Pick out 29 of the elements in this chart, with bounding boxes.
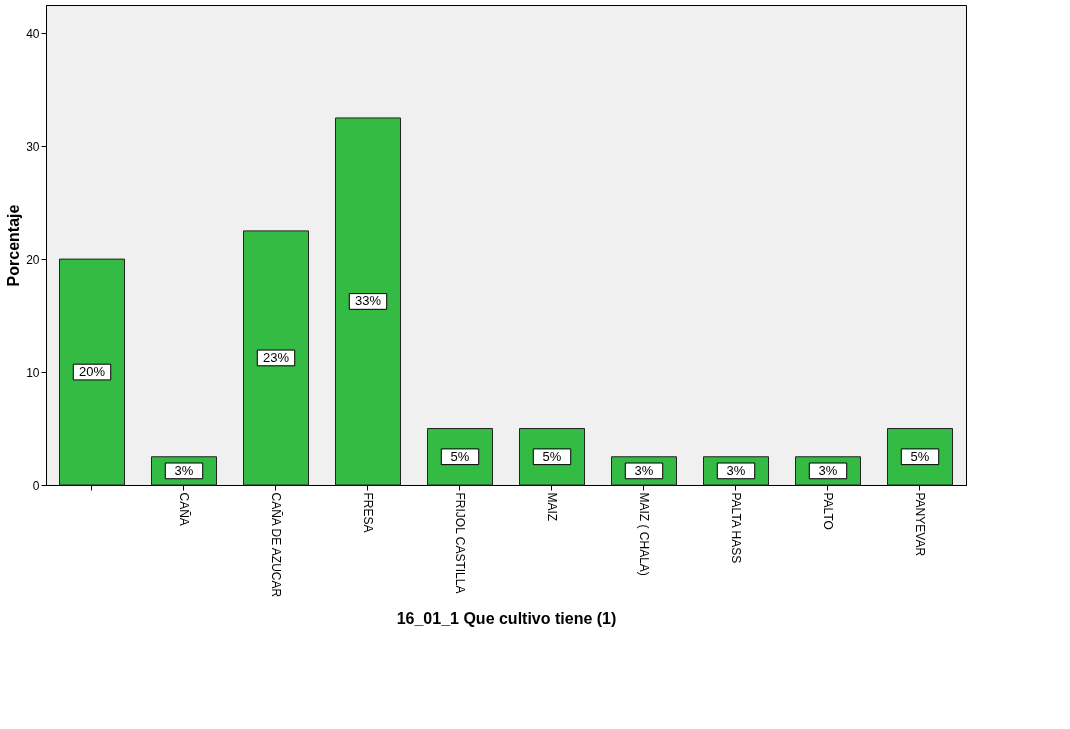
- bar: [59, 258, 125, 486]
- x-tick-label: PANYEVAR: [913, 492, 927, 557]
- x-tick-label: MAIZ: [545, 492, 559, 522]
- x-tick-label: FRIJOL CASTILLA: [453, 492, 467, 594]
- data-label: 3%: [174, 462, 194, 478]
- data-label: 5%: [542, 448, 562, 464]
- x-tick-label: CAÑA: [177, 492, 191, 526]
- data-label: 3%: [726, 462, 746, 478]
- y-axis-title: Porcentaje: [5, 204, 23, 287]
- data-label: 23%: [262, 349, 290, 365]
- x-tick-label: PALTO: [821, 492, 835, 530]
- x-tick-label: PALTA HASS: [729, 492, 743, 564]
- y-tick-label: 20: [26, 252, 40, 267]
- data-label: 5%: [910, 448, 930, 464]
- data-label: 20%: [78, 364, 106, 380]
- data-label: 33%: [354, 293, 382, 309]
- data-label: 5%: [450, 448, 470, 464]
- y-tick-label: 40: [26, 26, 40, 41]
- bar: [335, 117, 401, 486]
- data-label: 3%: [818, 462, 838, 478]
- y-tick-label: 0: [32, 478, 40, 493]
- x-tick-label: CAÑA DE AZUCAR: [269, 492, 283, 598]
- y-tick-label: 10: [26, 365, 40, 380]
- data-label: 3%: [634, 462, 654, 478]
- x-axis-title: 16_01_1 Que cultivo tiene (1): [396, 609, 617, 627]
- bar: [243, 230, 309, 486]
- y-tick-label: 30: [26, 139, 40, 154]
- x-tick-label: MAIZ ( CHALA): [637, 492, 651, 576]
- x-tick-label: FRESA: [361, 492, 375, 533]
